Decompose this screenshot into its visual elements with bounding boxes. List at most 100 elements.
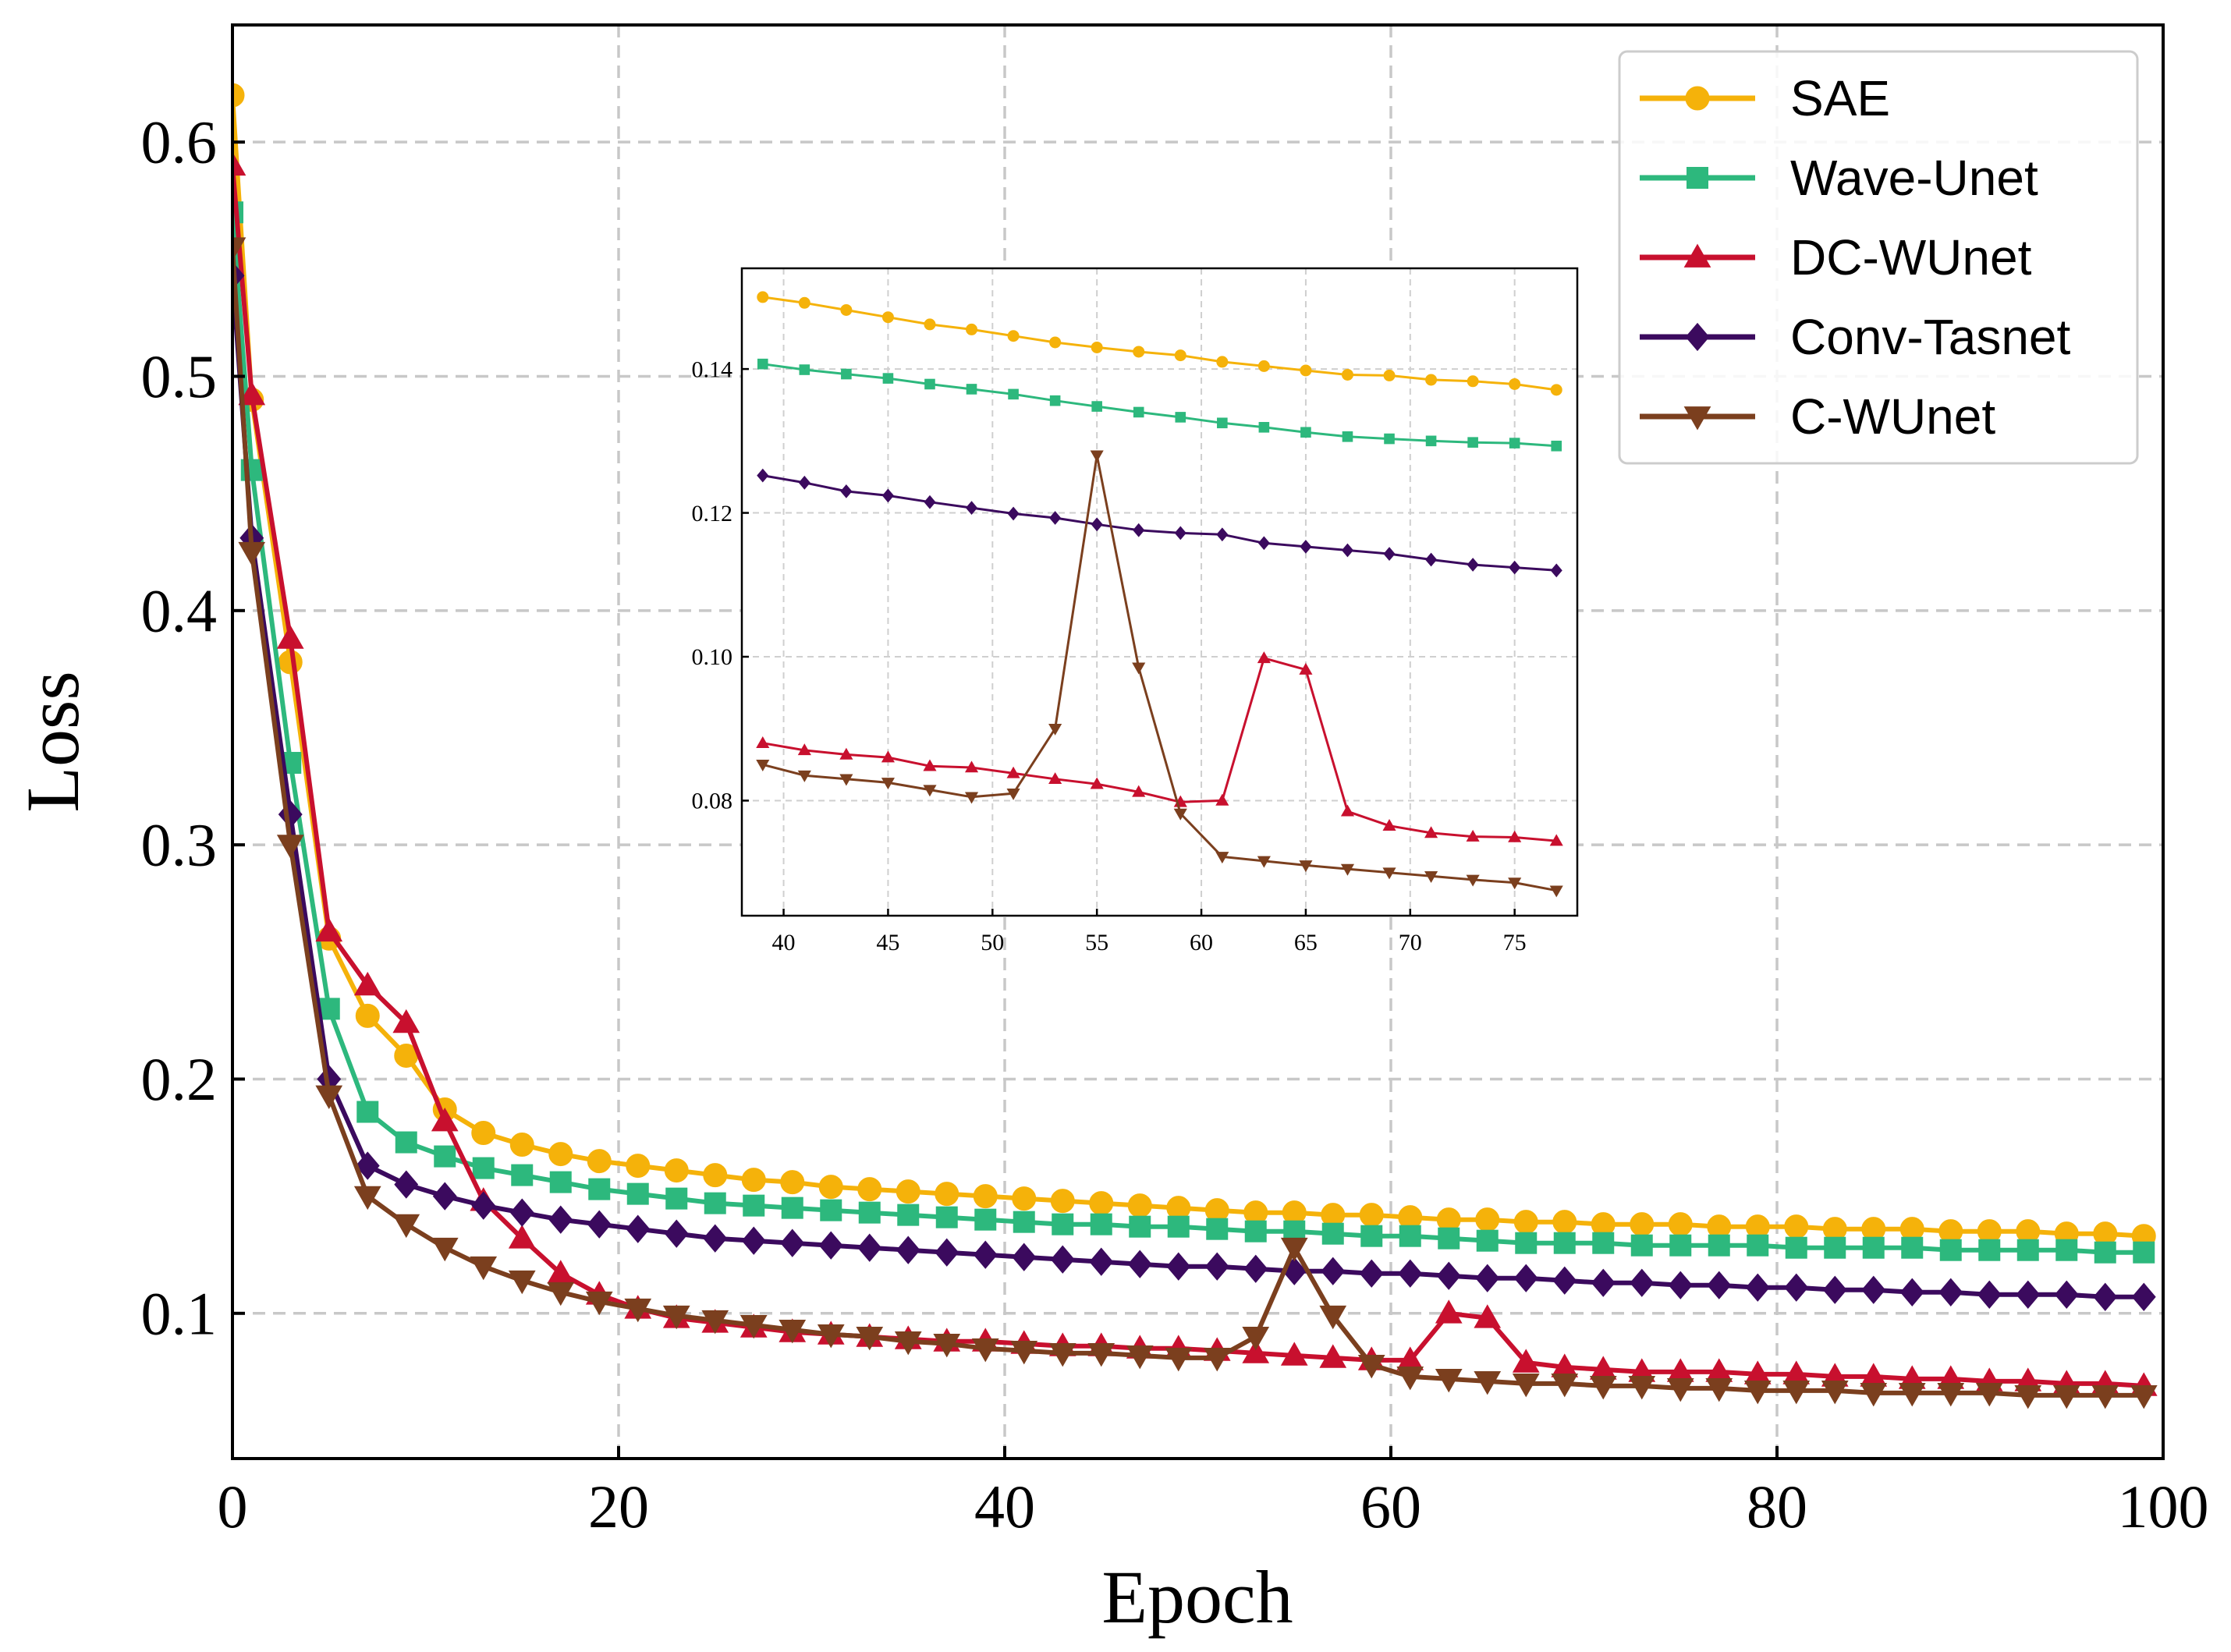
inset-point-dc-wunet	[1508, 830, 1522, 842]
main-series-group	[232, 83, 2158, 1409]
main-point-wave-unet	[858, 1201, 881, 1224]
inset-point-conv-tasnet	[1174, 526, 1186, 541]
main-point-wave-unet	[1052, 1213, 1074, 1235]
inset-series-wave-unet	[757, 358, 1562, 452]
main-point-wave-unet	[1901, 1236, 1924, 1259]
main-x-tick-label: 0	[218, 1473, 248, 1540]
inset-point-sae	[1007, 330, 1020, 342]
inset-series-group	[756, 291, 1563, 898]
inset-point-dc-wunet	[1424, 826, 1438, 838]
inset-point-sae	[1133, 346, 1145, 358]
main-point-dc-wunet	[1512, 1349, 1540, 1373]
inset-x-tick-label: 70	[1399, 930, 1422, 955]
main-point-wave-unet	[588, 1178, 611, 1200]
inset-series-dc-wunet	[756, 651, 1563, 846]
main-point-c-wunet	[779, 1319, 807, 1344]
main-point-conv-tasnet	[1359, 1259, 1384, 1288]
inset-point-c-wunet	[1549, 885, 1563, 898]
main-point-dc-wunet	[1280, 1342, 1308, 1366]
main-point-dc-wunet	[431, 1108, 459, 1132]
main-y-tick-label: 0.5	[141, 342, 218, 410]
main-point-c-wunet	[1551, 1374, 1579, 1398]
legend-label-conv-tasnet: Conv-Tasnet	[1790, 309, 2071, 365]
main-point-c-wunet	[1010, 1340, 1038, 1365]
inset-point-dc-wunet	[1466, 829, 1480, 842]
main-point-conv-tasnet	[973, 1240, 998, 1269]
inset-series-sae	[757, 291, 1562, 396]
main-point-c-wunet	[1396, 1367, 1424, 1391]
main-point-conv-tasnet	[1899, 1278, 1924, 1306]
inset-x-tick-label: 40	[772, 930, 796, 955]
main-point-conv-tasnet	[1784, 1273, 1809, 1302]
inset-x-tick-label: 65	[1294, 930, 1318, 955]
inset-point-conv-tasnet	[757, 468, 769, 483]
main-point-c-wunet	[1357, 1354, 1385, 1379]
inset-point-dc-wunet	[1382, 819, 1396, 831]
inset-point-dc-wunet	[1340, 804, 1355, 817]
inset-point-wave-unet	[1175, 412, 1186, 423]
main-point-c-wunet	[1860, 1383, 1888, 1407]
main-point-conv-tasnet	[818, 1231, 843, 1260]
legend-label-sae: SAE	[1790, 70, 1890, 126]
inset-point-wave-unet	[1258, 422, 1270, 433]
main-point-sae	[1552, 1210, 1577, 1235]
main-point-wave-unet	[820, 1199, 842, 1221]
main-point-wave-unet	[2016, 1239, 2039, 1261]
inset-point-dc-wunet	[1090, 777, 1104, 789]
main-point-sae	[935, 1182, 959, 1207]
main-point-conv-tasnet	[1591, 1268, 1616, 1297]
inset-x-tick-label: 50	[981, 930, 1004, 955]
inset-point-dc-wunet	[964, 760, 979, 773]
main-point-c-wunet	[740, 1314, 768, 1339]
inset-point-dc-wunet	[756, 736, 770, 748]
legend-item-c-wunet: C-WUnet	[1640, 388, 1995, 445]
main-point-conv-tasnet	[2131, 1282, 2156, 1311]
main-point-conv-tasnet	[1630, 1268, 1655, 1297]
inset-point-dc-wunet	[1257, 651, 1271, 664]
inset-y-tick-label: 0.08	[692, 789, 733, 814]
main-point-conv-tasnet	[741, 1226, 766, 1255]
inset-point-sae	[798, 296, 810, 309]
inset-point-wave-unet	[1091, 401, 1102, 412]
inset-point-c-wunet	[839, 774, 853, 786]
legend-label-wave-unet: Wave-Unet	[1790, 150, 2038, 206]
main-point-wave-unet	[1630, 1234, 1653, 1257]
inset-point-conv-tasnet	[1133, 523, 1145, 537]
main-point-wave-unet	[1515, 1232, 1538, 1254]
main-point-conv-tasnet	[896, 1235, 920, 1264]
inset-point-sae	[966, 323, 978, 335]
main-point-sae	[1475, 1207, 1500, 1232]
main-point-sae	[232, 83, 245, 108]
inset-series-c-wunet	[756, 450, 1563, 898]
inset-point-conv-tasnet	[1049, 511, 1062, 525]
inset-point-dc-wunet	[1048, 772, 1062, 785]
inset-point-dc-wunet	[1006, 766, 1020, 778]
main-point-c-wunet	[1937, 1383, 1965, 1407]
inset-point-c-wunet	[1173, 808, 1187, 821]
main-x-tick-label: 60	[1360, 1473, 1421, 1540]
main-point-c-wunet	[1705, 1378, 1733, 1402]
main-x-tick-label: 100	[2118, 1473, 2209, 1540]
main-point-wave-unet	[1476, 1229, 1499, 1252]
main-point-conv-tasnet	[2016, 1280, 2041, 1309]
main-y-axis: 0.1 0.2 0.3 0.4 0.5 0.6	[141, 108, 245, 1347]
inset-point-conv-tasnet	[840, 484, 853, 498]
main-point-wave-unet	[2094, 1241, 2116, 1264]
main-point-c-wunet	[701, 1310, 729, 1335]
main-point-c-wunet	[508, 1270, 536, 1295]
main-point-dc-wunet	[1474, 1304, 1502, 1328]
legend-box	[1618, 50, 2139, 465]
inset-point-conv-tasnet	[1007, 506, 1020, 521]
main-point-sae	[973, 1184, 998, 1209]
inset-point-sae	[1425, 374, 1438, 386]
inset-point-conv-tasnet	[1091, 517, 1103, 532]
inset-point-conv-tasnet	[1550, 563, 1562, 578]
main-point-wave-unet	[665, 1187, 688, 1210]
main-point-c-wunet	[2052, 1385, 2080, 1409]
main-point-conv-tasnet	[509, 1198, 534, 1227]
inset-point-wave-unet	[1551, 440, 1562, 452]
main-point-c-wunet	[585, 1291, 613, 1316]
main-point-sae	[1630, 1212, 1655, 1237]
main-point-wave-unet	[549, 1171, 572, 1193]
main-point-c-wunet	[1087, 1342, 1116, 1367]
